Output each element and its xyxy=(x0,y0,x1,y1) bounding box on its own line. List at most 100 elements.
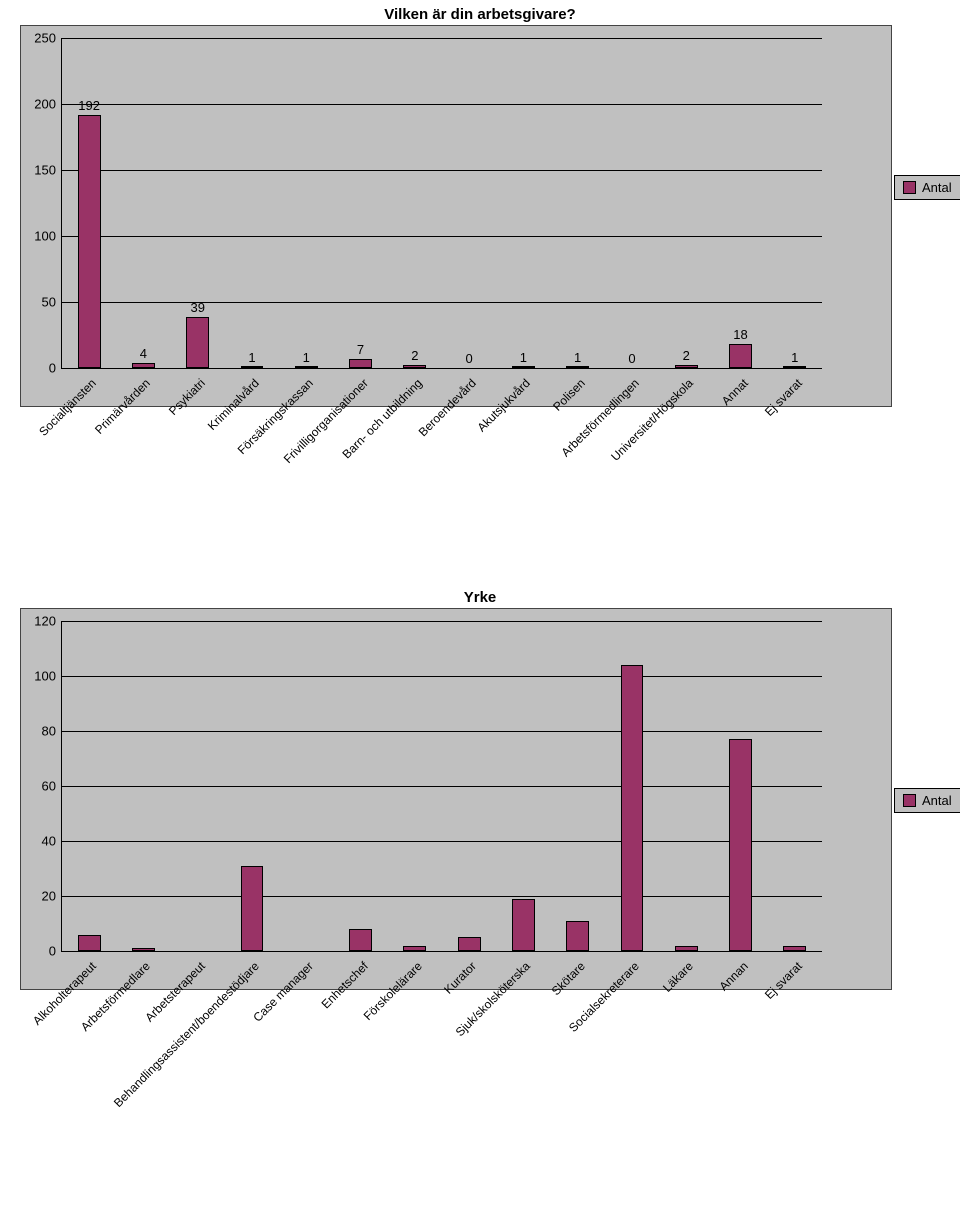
bar xyxy=(186,317,209,368)
chart1-title: Vilken är din arbetsgivare? xyxy=(0,0,960,25)
x-tick-label: Annat xyxy=(718,376,750,408)
bar-slot: 1 xyxy=(279,38,333,368)
bar-slot xyxy=(768,621,822,951)
bar xyxy=(241,866,264,951)
x-tick-label: Kurator xyxy=(441,959,479,997)
bar-slot: 7 xyxy=(333,38,387,368)
chart2: AlkoholterapeutArbetsförmedlareArbetster… xyxy=(0,608,960,1228)
x-tick-slot: Barn- och utbildning xyxy=(388,376,442,377)
x-tick-label: Enhetschef xyxy=(318,959,370,1011)
bar xyxy=(132,363,155,368)
y-tick-label: 60 xyxy=(42,779,62,794)
y-tick-label: 100 xyxy=(34,229,62,244)
chart1-legend: Antal xyxy=(894,175,960,200)
x-tick-slot: Behandlingsassistent/boendestödjare xyxy=(225,959,279,960)
value-label: 39 xyxy=(190,300,204,315)
bar-slot: 0 xyxy=(605,38,659,368)
x-tick-label: Kriminalvård xyxy=(205,376,262,433)
y-tick-label: 20 xyxy=(42,889,62,904)
value-label: 7 xyxy=(357,342,364,357)
x-tick-label: Annan xyxy=(716,959,750,993)
bar-slot: 4 xyxy=(116,38,170,368)
x-tick-label: Ej svarat xyxy=(762,959,805,1002)
chart2-plot-area: AlkoholterapeutArbetsförmedlareArbetster… xyxy=(61,621,822,952)
bar xyxy=(512,366,535,368)
value-label: 1 xyxy=(520,350,527,365)
bar-slot xyxy=(713,621,767,951)
chart2-plot-box: AlkoholterapeutArbetsförmedlareArbetster… xyxy=(20,608,892,990)
bar xyxy=(675,946,698,952)
chart1-plot-area: 192439117201102181 SocialtjänstenPrimärv… xyxy=(61,38,822,369)
bar-slot xyxy=(62,621,116,951)
value-label: 192 xyxy=(78,98,100,113)
value-label: 0 xyxy=(628,351,635,366)
y-tick-label: 250 xyxy=(34,31,62,46)
chart1-plot-box: 192 4 39 1 1 7 2 0 1 1 0 2 18 1 SocialtjänstenPrimärv… xyxy=(20,25,892,407)
y-tick-label: 0 xyxy=(49,361,62,376)
y-tick-label: 120 xyxy=(34,614,62,629)
bar-slot: 1 xyxy=(768,38,822,368)
bar xyxy=(132,948,155,951)
value-label: 1 xyxy=(574,350,581,365)
bar xyxy=(675,365,698,368)
bar xyxy=(78,935,101,952)
bar-slot xyxy=(171,621,225,951)
x-tick-label: Ej svarat xyxy=(762,376,805,419)
value-label: 1 xyxy=(248,350,255,365)
x-tick-slot: Ej svarat xyxy=(768,376,822,377)
x-tick-slot: Förskolelärare xyxy=(388,959,442,960)
x-tick-slot: Sjuk/skolsköterska xyxy=(496,959,550,960)
bar-slot xyxy=(551,621,605,951)
bar-slot xyxy=(605,621,659,951)
chart1: 192 4 39 1 1 7 2 0 1 1 0 2 18 1 SocialtjänstenPrimärv… xyxy=(0,25,960,565)
bar xyxy=(729,739,752,951)
bar xyxy=(403,365,426,368)
x-tick-slot: Skötare xyxy=(551,959,605,960)
bar xyxy=(566,921,589,951)
chart2-xlabels: AlkoholterapeutArbetsförmedlareArbetster… xyxy=(62,959,822,960)
chart2-legend: Antal xyxy=(894,788,960,813)
bar-slot: 2 xyxy=(388,38,442,368)
chart2-bars xyxy=(62,621,822,951)
x-tick-slot: Arbetsförmedlingen xyxy=(605,376,659,377)
bar xyxy=(295,366,318,368)
gridline xyxy=(62,368,822,369)
bar-slot: 2 xyxy=(659,38,713,368)
chart2-title: Yrke xyxy=(0,583,960,608)
bar-slot: 192 xyxy=(62,38,116,368)
x-tick-slot: Case manager xyxy=(279,959,333,960)
bar-slot: 1 xyxy=(551,38,605,368)
legend-swatch xyxy=(903,794,916,807)
x-tick-slot: Beroendevård xyxy=(442,376,496,377)
value-label: 18 xyxy=(733,327,747,342)
bar-slot: 18 xyxy=(713,38,767,368)
x-tick-slot: Annat xyxy=(713,376,767,377)
bar-slot xyxy=(225,621,279,951)
bar-slot xyxy=(442,621,496,951)
bar xyxy=(241,366,264,368)
bar xyxy=(621,665,644,951)
gridline xyxy=(62,951,822,952)
x-tick-slot: Arbetsterapeut xyxy=(171,959,225,960)
y-tick-label: 0 xyxy=(49,944,62,959)
bar xyxy=(783,366,806,368)
x-tick-slot: Frivilligorganisationer xyxy=(333,376,387,377)
bar-slot: 1 xyxy=(496,38,550,368)
bar-slot xyxy=(279,621,333,951)
y-tick-label: 200 xyxy=(34,97,62,112)
bar xyxy=(349,359,372,368)
x-tick-slot: Läkare xyxy=(659,959,713,960)
value-label: 1 xyxy=(303,350,310,365)
bar xyxy=(512,899,535,951)
x-tick-label: Skötare xyxy=(548,959,587,998)
x-tick-slot: Arbetsförmedlare xyxy=(116,959,170,960)
bar-slot xyxy=(388,621,442,951)
x-tick-label: Primärvården xyxy=(92,376,153,437)
bar-slot xyxy=(333,621,387,951)
bar-slot: 1 xyxy=(225,38,279,368)
chart1-xlabels: SocialtjänstenPrimärvårdenPsykiatriKrimi… xyxy=(62,376,822,377)
bar xyxy=(783,946,806,952)
y-tick-label: 80 xyxy=(42,724,62,739)
x-tick-label: Polisen xyxy=(550,376,588,414)
value-label: 1 xyxy=(791,350,798,365)
